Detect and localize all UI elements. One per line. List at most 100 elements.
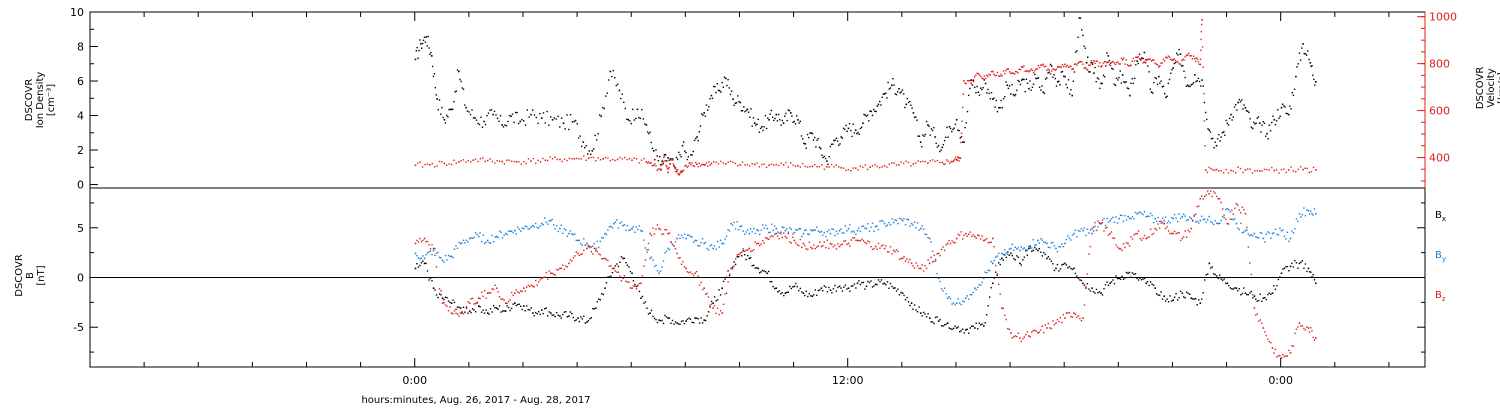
data-point (581, 318, 583, 320)
data-point (1106, 281, 1108, 283)
data-point (1170, 216, 1173, 219)
data-point (880, 245, 883, 247)
data-point (883, 165, 886, 167)
data-point (969, 327, 971, 329)
data-point (1256, 313, 1258, 315)
data-point (820, 230, 823, 233)
data-point (622, 257, 624, 260)
data-point (488, 292, 490, 294)
data-point (554, 156, 556, 158)
data-point (668, 248, 671, 251)
data-point (1220, 170, 1222, 172)
data-point (1232, 213, 1234, 215)
data-point (866, 168, 869, 171)
data-point (700, 281, 702, 284)
data-point (948, 125, 951, 128)
data-point (599, 240, 601, 243)
data-point (1077, 36, 1079, 38)
data-point (528, 116, 530, 118)
data-point (1188, 85, 1190, 88)
series-left (414, 17, 1317, 169)
data-point (666, 160, 668, 162)
data-point (942, 290, 944, 292)
data-point (641, 275, 644, 277)
data-point (898, 87, 900, 90)
data-point (1123, 57, 1125, 59)
data-point (673, 323, 675, 325)
data-point (1206, 171, 1209, 173)
data-point (1315, 337, 1317, 339)
data-point (679, 256, 681, 259)
data-point (1049, 327, 1051, 329)
data-point (778, 237, 780, 240)
data-point (850, 239, 853, 241)
y2-tick-label: 600 (1429, 105, 1450, 118)
data-point (963, 332, 965, 334)
data-point (600, 115, 603, 118)
data-point (1091, 287, 1093, 289)
data-point (1164, 300, 1167, 302)
data-point (976, 72, 978, 74)
data-point (990, 287, 992, 289)
data-point (1104, 224, 1107, 227)
data-point (1075, 51, 1077, 53)
data-point (867, 240, 869, 242)
data-point (1310, 327, 1312, 329)
data-point (587, 244, 589, 246)
data-point (613, 267, 615, 270)
data-point (1163, 222, 1165, 225)
data-point (789, 241, 791, 243)
data-point (819, 231, 821, 233)
data-point (1054, 77, 1056, 80)
data-point (1107, 221, 1110, 223)
data-point (1067, 267, 1069, 269)
data-point (507, 230, 510, 232)
data-point (1100, 222, 1102, 225)
data-point (1201, 23, 1203, 26)
data-point (1287, 113, 1290, 116)
data-point (936, 146, 939, 148)
legend-letter: B (1435, 210, 1442, 221)
data-point (621, 158, 623, 160)
data-point (845, 169, 847, 172)
data-point (1055, 267, 1057, 270)
data-point (818, 146, 821, 149)
data-point (801, 291, 803, 293)
data-point (1179, 63, 1182, 66)
data-point (1066, 87, 1068, 89)
data-point (1246, 226, 1248, 229)
data-point (1067, 235, 1069, 237)
data-point (1119, 214, 1122, 216)
y-tick-label: 5 (77, 222, 84, 235)
data-point (1167, 301, 1170, 303)
data-point (656, 155, 658, 157)
data-point (682, 141, 685, 143)
data-point (1125, 242, 1128, 244)
data-point (1160, 80, 1162, 82)
y-tick-label: -5 (73, 321, 84, 334)
data-point (994, 75, 996, 77)
data-point (498, 160, 501, 162)
data-point (548, 311, 550, 313)
data-point (1082, 63, 1084, 65)
data-point (1223, 216, 1225, 219)
data-point (575, 319, 577, 321)
data-point (1204, 145, 1206, 147)
data-point (763, 126, 765, 128)
data-point (563, 228, 565, 230)
data-point (963, 141, 965, 143)
data-point (604, 156, 607, 159)
data-point (1070, 65, 1072, 67)
data-point (891, 84, 893, 87)
data-point (772, 285, 774, 288)
data-point (919, 161, 922, 163)
data-point (781, 119, 783, 122)
data-point (1113, 237, 1116, 239)
data-point (980, 238, 982, 240)
data-point (864, 227, 866, 229)
data-point (951, 130, 953, 133)
data-point (443, 261, 445, 263)
data-point (1085, 62, 1088, 64)
data-point (1049, 258, 1051, 260)
data-point (1101, 219, 1104, 221)
